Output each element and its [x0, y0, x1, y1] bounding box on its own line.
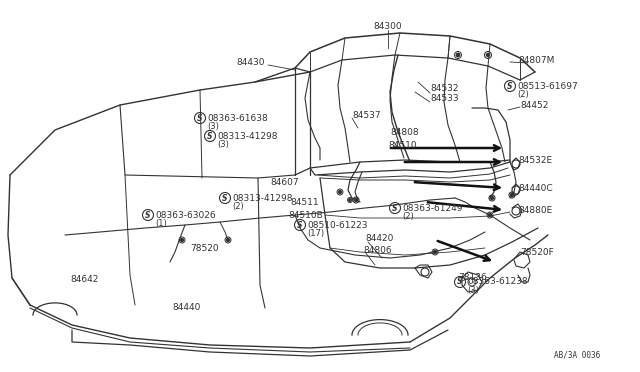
Text: 84430: 84430	[237, 58, 265, 67]
Text: (2): (2)	[402, 212, 413, 221]
Text: 08513-61697: 08513-61697	[517, 81, 578, 90]
Text: (3): (3)	[467, 285, 479, 295]
Text: 84510: 84510	[388, 141, 417, 150]
Text: S: S	[197, 113, 203, 122]
Text: S: S	[222, 193, 228, 202]
Circle shape	[486, 54, 490, 57]
Text: 08363-63026: 08363-63026	[155, 211, 216, 219]
Text: 84642: 84642	[70, 276, 99, 285]
Circle shape	[349, 199, 351, 201]
Text: 08313-41298: 08313-41298	[232, 193, 292, 202]
Circle shape	[488, 214, 492, 217]
Text: 84420: 84420	[365, 234, 394, 243]
Text: 84510B: 84510B	[288, 211, 323, 219]
Circle shape	[490, 196, 493, 199]
Circle shape	[511, 193, 513, 196]
Circle shape	[180, 238, 184, 241]
Circle shape	[355, 199, 358, 202]
Text: 84440C: 84440C	[518, 183, 552, 192]
Text: 84807M: 84807M	[518, 55, 554, 64]
Text: S: S	[297, 221, 303, 230]
Text: 84880E: 84880E	[518, 205, 552, 215]
Text: S: S	[392, 203, 397, 212]
Text: (2): (2)	[232, 202, 244, 211]
Text: (3): (3)	[217, 140, 229, 148]
Text: 08510-61223: 08510-61223	[307, 221, 367, 230]
Text: 84806: 84806	[363, 246, 392, 254]
Text: 84300: 84300	[374, 22, 403, 31]
Text: 08363-61238: 08363-61238	[467, 278, 527, 286]
Text: 84511: 84511	[290, 198, 319, 206]
Text: 84452: 84452	[520, 100, 548, 109]
Text: S: S	[508, 81, 513, 90]
Text: 84808: 84808	[390, 128, 419, 137]
Text: AB/3A 0036: AB/3A 0036	[554, 351, 600, 360]
Text: 84537: 84537	[352, 110, 381, 119]
Text: (1): (1)	[155, 218, 167, 228]
Text: 84607: 84607	[270, 177, 299, 186]
Text: 78520F: 78520F	[520, 247, 554, 257]
Text: 08363-61638: 08363-61638	[207, 113, 268, 122]
Text: 84532E: 84532E	[518, 155, 552, 164]
Text: 08363-61249: 08363-61249	[402, 203, 463, 212]
Circle shape	[339, 190, 342, 193]
Text: 84533: 84533	[430, 93, 459, 103]
Text: (3): (3)	[207, 122, 219, 131]
Text: S: S	[457, 278, 463, 286]
Text: S: S	[207, 131, 212, 141]
Circle shape	[456, 53, 460, 57]
Text: 78136: 78136	[458, 273, 487, 282]
Text: 08313-41298: 08313-41298	[217, 131, 278, 141]
Text: S: S	[145, 211, 151, 219]
Text: (17): (17)	[307, 228, 324, 237]
Text: (2): (2)	[517, 90, 529, 99]
Text: 84440: 84440	[172, 304, 200, 312]
Circle shape	[433, 250, 436, 253]
Circle shape	[227, 238, 230, 241]
Text: 78520: 78520	[190, 244, 219, 253]
Text: 84532: 84532	[430, 83, 458, 93]
